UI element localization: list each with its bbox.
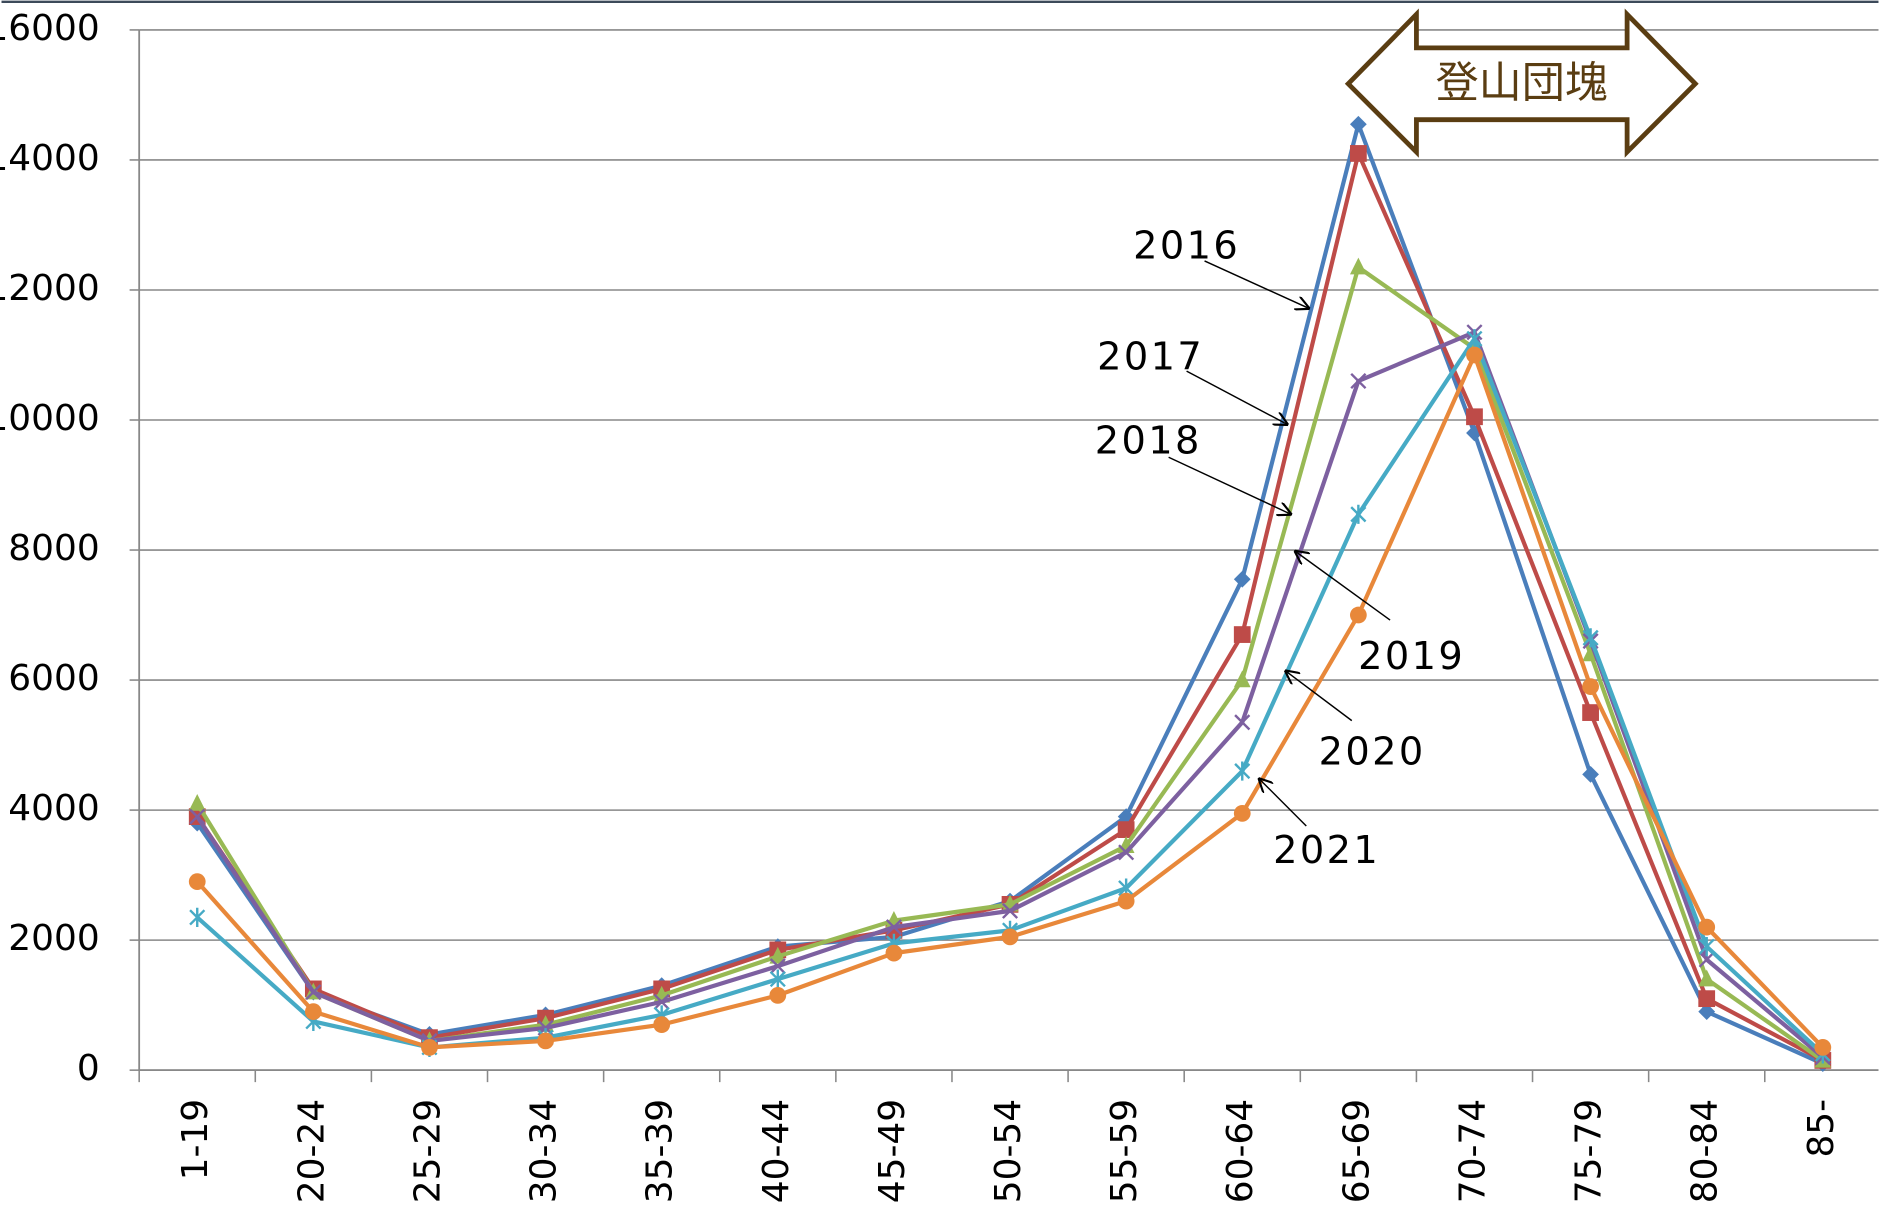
label-arrow: [1294, 551, 1391, 621]
marker: [189, 907, 206, 927]
x-tick-label: 45-49: [872, 1099, 913, 1203]
marker: [1001, 902, 1019, 919]
x-tick-label: 75-79: [1569, 1099, 1610, 1203]
series-line: [195, 330, 1825, 1059]
marker: [1001, 928, 1019, 946]
x-tick-label: 60-64: [1220, 1099, 1261, 1203]
marker: [1582, 628, 1599, 648]
label-arrow: [1168, 456, 1292, 514]
marker: [769, 987, 787, 1004]
marker: [769, 946, 787, 964]
marker: [1466, 346, 1483, 364]
marker: [1233, 804, 1251, 822]
marker: [769, 969, 786, 989]
marker: [1233, 626, 1251, 643]
x-tick-label: 50-54: [988, 1099, 1029, 1203]
marker: [1698, 1003, 1716, 1021]
marker: [1349, 606, 1367, 624]
y-tick-label: 14000: [0, 138, 100, 179]
series-label: 2017: [1097, 335, 1204, 380]
year-labels: 2016 2017 2018 2019 2020 2021: [1095, 223, 1465, 873]
label-arrow: [1186, 370, 1289, 425]
marker: [421, 1039, 438, 1056]
series-label: 2020: [1319, 730, 1426, 775]
marker: [885, 944, 903, 962]
marker: [1349, 257, 1367, 275]
marker: [1118, 844, 1135, 861]
marker: [189, 808, 206, 825]
marker: [1466, 329, 1483, 349]
x-tick-label: 80-84: [1685, 1099, 1726, 1203]
series-label: 2021: [1273, 828, 1380, 873]
annotation: 登山団塊: [1436, 59, 1608, 109]
label-arrow: [1258, 778, 1307, 827]
marker: [304, 1003, 322, 1021]
marker: [1349, 145, 1367, 162]
label-arrow: [1204, 260, 1310, 309]
marker: [653, 1016, 671, 1034]
series-line: [195, 336, 1825, 1056]
x-tick-label: 35-39: [640, 1099, 681, 1203]
marker: [188, 794, 206, 811]
marker: [1698, 937, 1715, 957]
x-tick-label: 55-59: [1104, 1099, 1145, 1203]
y-tick-label: 8000: [8, 528, 99, 569]
marker: [1698, 951, 1715, 968]
label-arrow: [1285, 670, 1353, 722]
x-tick-label: 65-69: [1336, 1099, 1377, 1203]
y-tick-label: 6000: [8, 658, 99, 699]
double-arrow: [1344, 8, 1699, 158]
marker: [1582, 678, 1599, 695]
marker: [885, 919, 902, 936]
marker: [305, 984, 322, 1001]
marker: [537, 1032, 554, 1050]
marker: [1698, 990, 1716, 1008]
x-tick-label: 85-: [1801, 1099, 1842, 1158]
marker: [1350, 504, 1367, 524]
x-tick-label: 70-74: [1452, 1099, 1493, 1203]
series-label: 2018: [1095, 418, 1202, 463]
marker: [1814, 1039, 1832, 1056]
y-tick-label: 4000: [8, 788, 99, 829]
marker: [653, 993, 670, 1010]
marker: [1350, 372, 1367, 390]
marker: [1698, 969, 1716, 987]
series-label: 2016: [1133, 223, 1240, 268]
marker: [1233, 570, 1251, 588]
marker: [1233, 670, 1251, 688]
marker: [1234, 714, 1251, 731]
marker: [1234, 761, 1251, 781]
marker: [769, 958, 786, 975]
marker: [1117, 821, 1135, 838]
y-tick-label: 0: [77, 1048, 100, 1089]
y-tick-label: 16000: [0, 8, 100, 49]
series-label: 2019: [1358, 634, 1465, 679]
marker: [188, 873, 206, 890]
y-tick-label: 10000: [0, 398, 100, 439]
x-tick-label: 1-19: [175, 1099, 216, 1181]
marker: [1117, 892, 1135, 910]
y-tick-label: 12000: [0, 268, 100, 309]
marker: [1582, 704, 1599, 721]
x-tick-label: 40-44: [756, 1099, 797, 1203]
x-tick-label: 25-29: [407, 1099, 448, 1203]
marker: [1466, 408, 1483, 426]
x-tick-label: 30-34: [524, 1099, 565, 1203]
x-tick-label: 20-24: [291, 1099, 332, 1203]
marker: [1698, 918, 1716, 936]
marker: [1582, 765, 1599, 783]
y-tick-label: 2000: [8, 918, 99, 959]
marker: [1349, 115, 1367, 133]
